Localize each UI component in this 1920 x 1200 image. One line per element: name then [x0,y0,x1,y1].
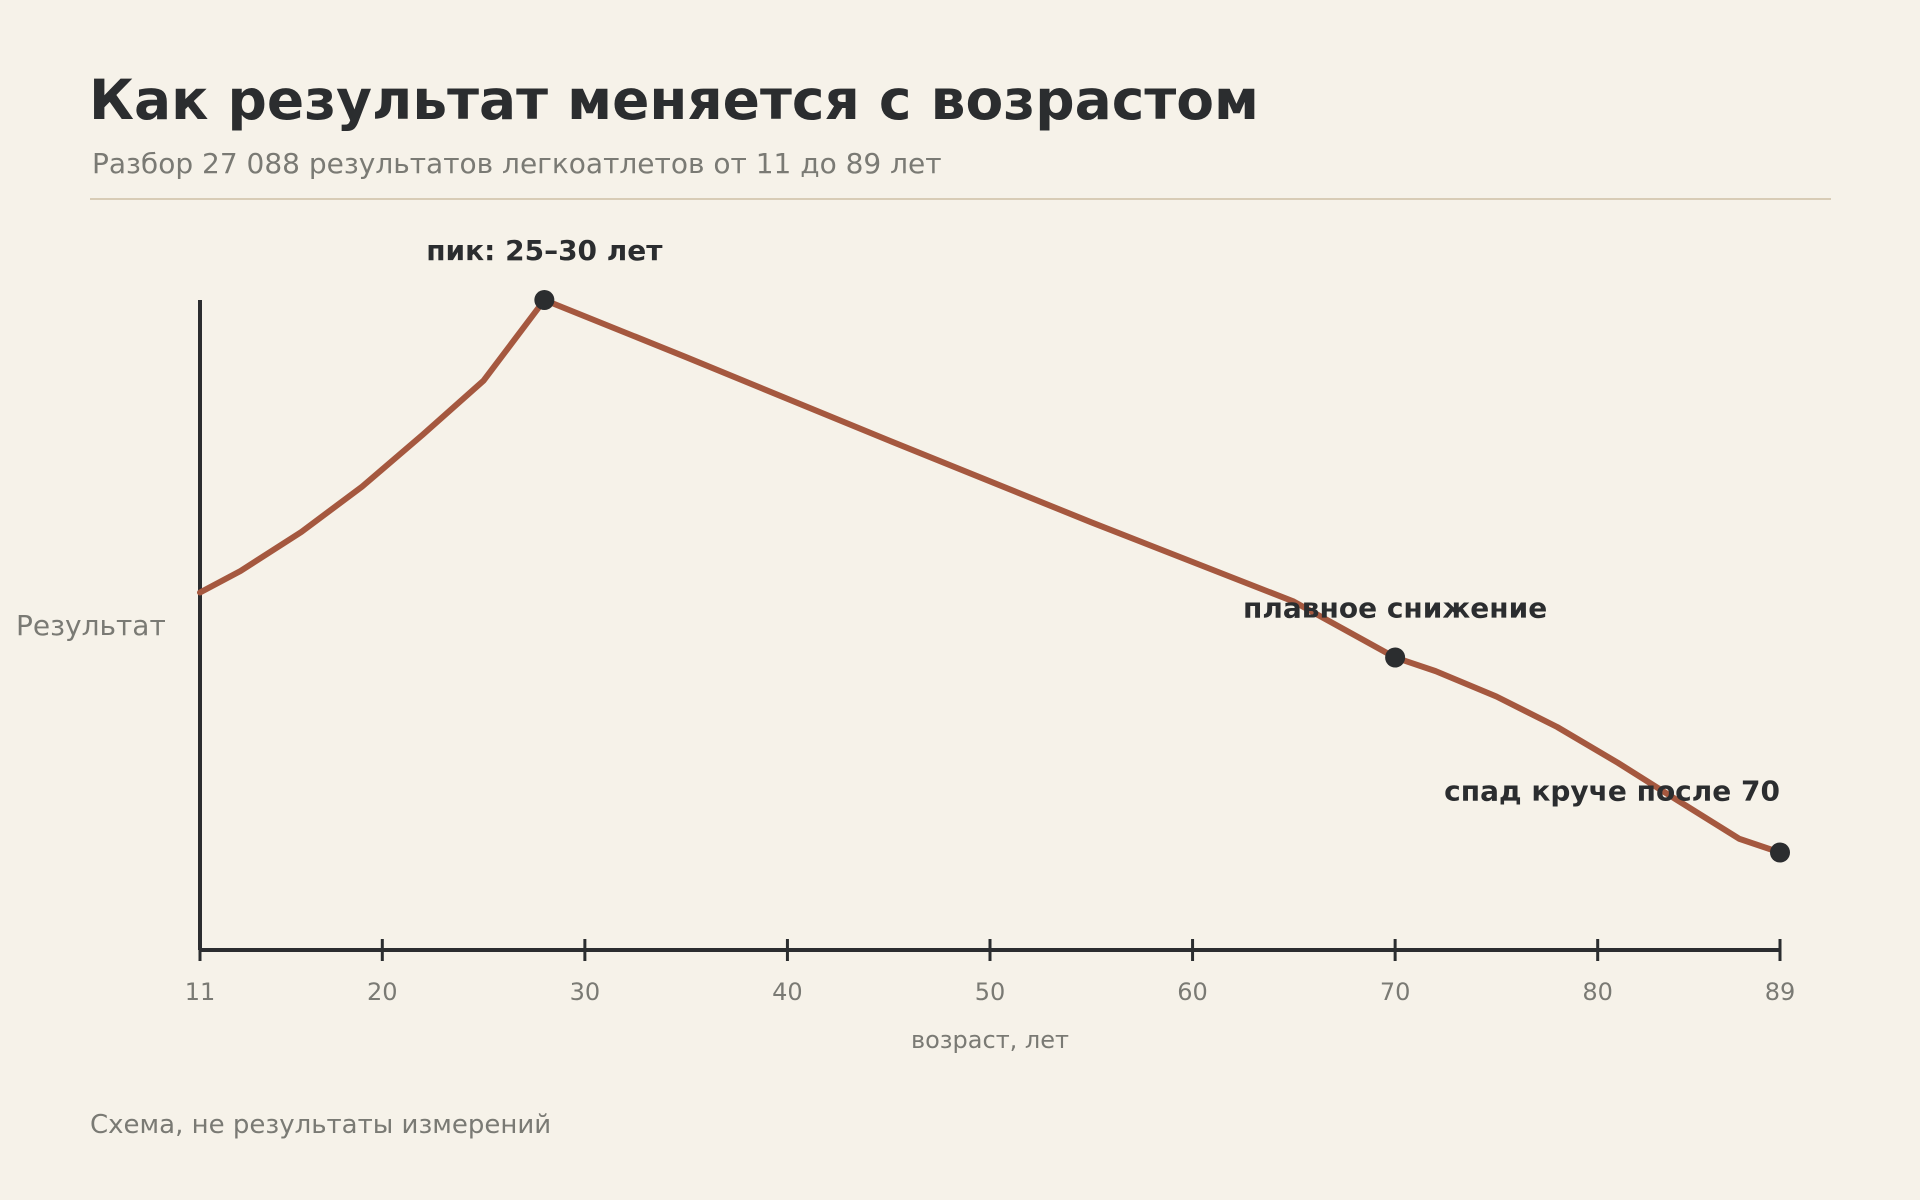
x-tick-label: 40 [772,978,803,1006]
chart-subtitle: Разбор 27 088 результатов легкоатлетов о… [92,147,942,180]
y-axis-title: Результат [16,609,166,642]
x-axis-title: возраст, лет [911,1026,1069,1054]
marker-layer [534,290,1790,863]
x-tick-label: 80 [1582,978,1613,1006]
performance-curve [197,297,1783,856]
chart-axes: 11 20 30 40 50 60 70 80 89 возраст, лет Результат [16,300,1795,1054]
annotation-marker [1385,647,1406,668]
label-layer: пик: 25–30 лет плавное снижение спад круче… [426,234,1780,808]
x-tick-label: 30 [570,978,601,1006]
x-tick-label: 89 [1765,978,1796,1006]
annotation-marker [1770,842,1790,863]
annotation-label: плавное снижение [1243,592,1547,625]
chart-title: Как результат меняется с возрастом [89,68,1259,132]
x-tick-label: 20 [367,978,398,1006]
annotation-label: спад круче после 70 [1444,775,1780,808]
header-divider [90,198,1831,200]
x-tick-label: 11 [185,978,216,1006]
x-tick-label: 70 [1380,978,1411,1006]
annotation-label: пик: 25–30 лет [426,234,663,267]
annotation-marker [534,290,555,310]
x-tick-label: 50 [975,978,1006,1006]
x-tick-label: 60 [1177,978,1208,1006]
curve-layer [197,297,1783,856]
footnote: Схема, не результаты измерений [90,1110,552,1140]
